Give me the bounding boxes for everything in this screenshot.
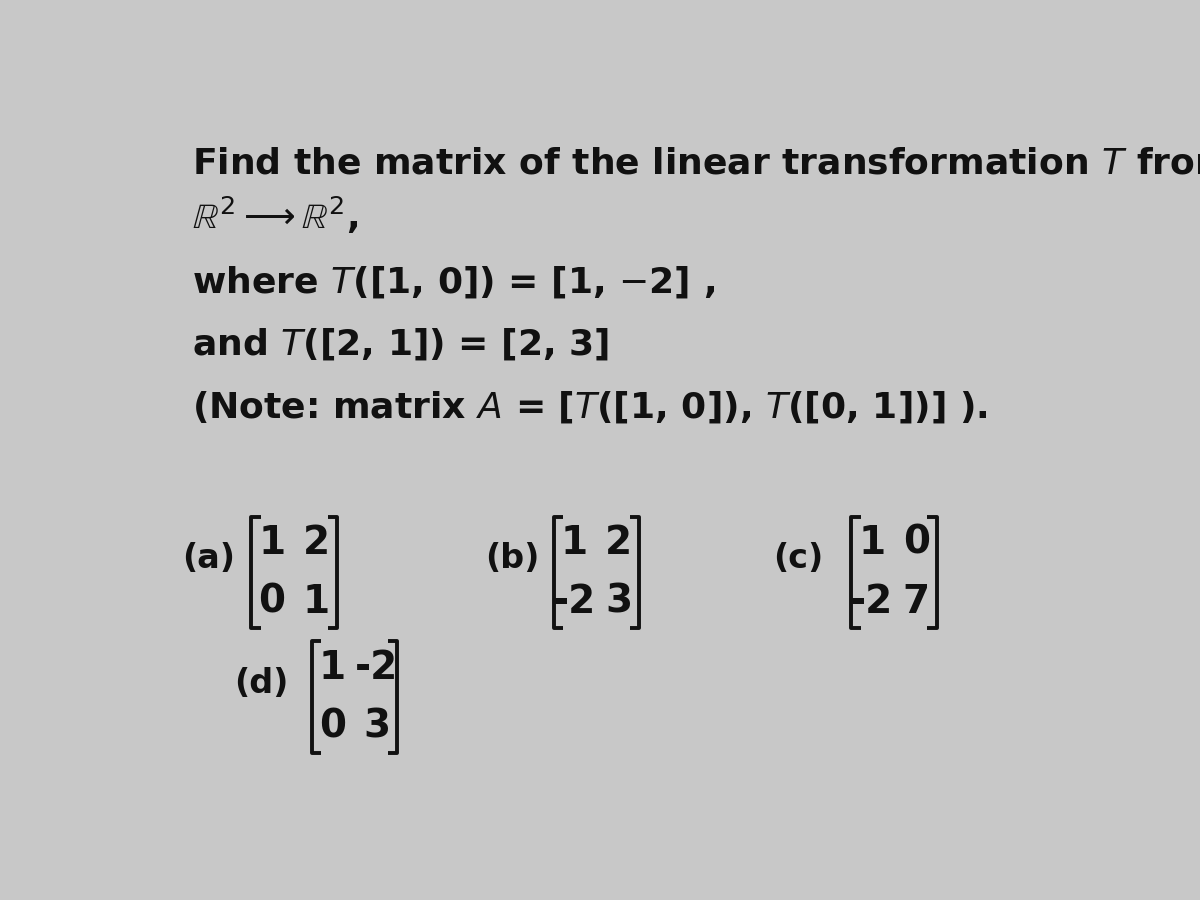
Text: 3: 3 — [605, 583, 632, 621]
Text: (c): (c) — [773, 542, 823, 575]
Text: 0: 0 — [902, 524, 930, 562]
Text: 1: 1 — [258, 524, 286, 562]
Text: 7: 7 — [902, 583, 930, 621]
Text: Find the matrix of the linear transformation $\mathit{T}$ from: Find the matrix of the linear transforma… — [192, 146, 1200, 180]
Text: where $\mathit{T}$([1, 0]) = [1, $-$2] ,: where $\mathit{T}$([1, 0]) = [1, $-$2] , — [192, 264, 715, 300]
Text: $\mathbb{R}^2 \longrightarrow \mathbb{R}^2$,: $\mathbb{R}^2 \longrightarrow \mathbb{R}… — [192, 194, 358, 236]
Text: (Note: matrix $\mathit{A}$ = [$\mathit{T}$([1, 0]), $\mathit{T}$([0, 1])] ).: (Note: matrix $\mathit{A}$ = [$\mathit{T… — [192, 389, 988, 425]
Text: 2: 2 — [605, 524, 632, 562]
Text: 2: 2 — [302, 524, 330, 562]
Text: (b): (b) — [485, 542, 539, 575]
Text: 1: 1 — [858, 524, 886, 562]
Text: -2: -2 — [850, 583, 893, 621]
Text: 1: 1 — [319, 649, 346, 687]
Text: (d): (d) — [234, 667, 288, 699]
Text: 0: 0 — [319, 707, 346, 745]
Text: 3: 3 — [364, 707, 390, 745]
Text: (a): (a) — [182, 542, 235, 575]
Text: -2: -2 — [552, 583, 595, 621]
Text: 1: 1 — [560, 524, 588, 562]
Text: 0: 0 — [258, 583, 286, 621]
Text: -2: -2 — [355, 649, 398, 687]
Text: 1: 1 — [302, 583, 330, 621]
Text: and $\mathit{T}$([2, 1]) = [2, 3]: and $\mathit{T}$([2, 1]) = [2, 3] — [192, 327, 608, 362]
